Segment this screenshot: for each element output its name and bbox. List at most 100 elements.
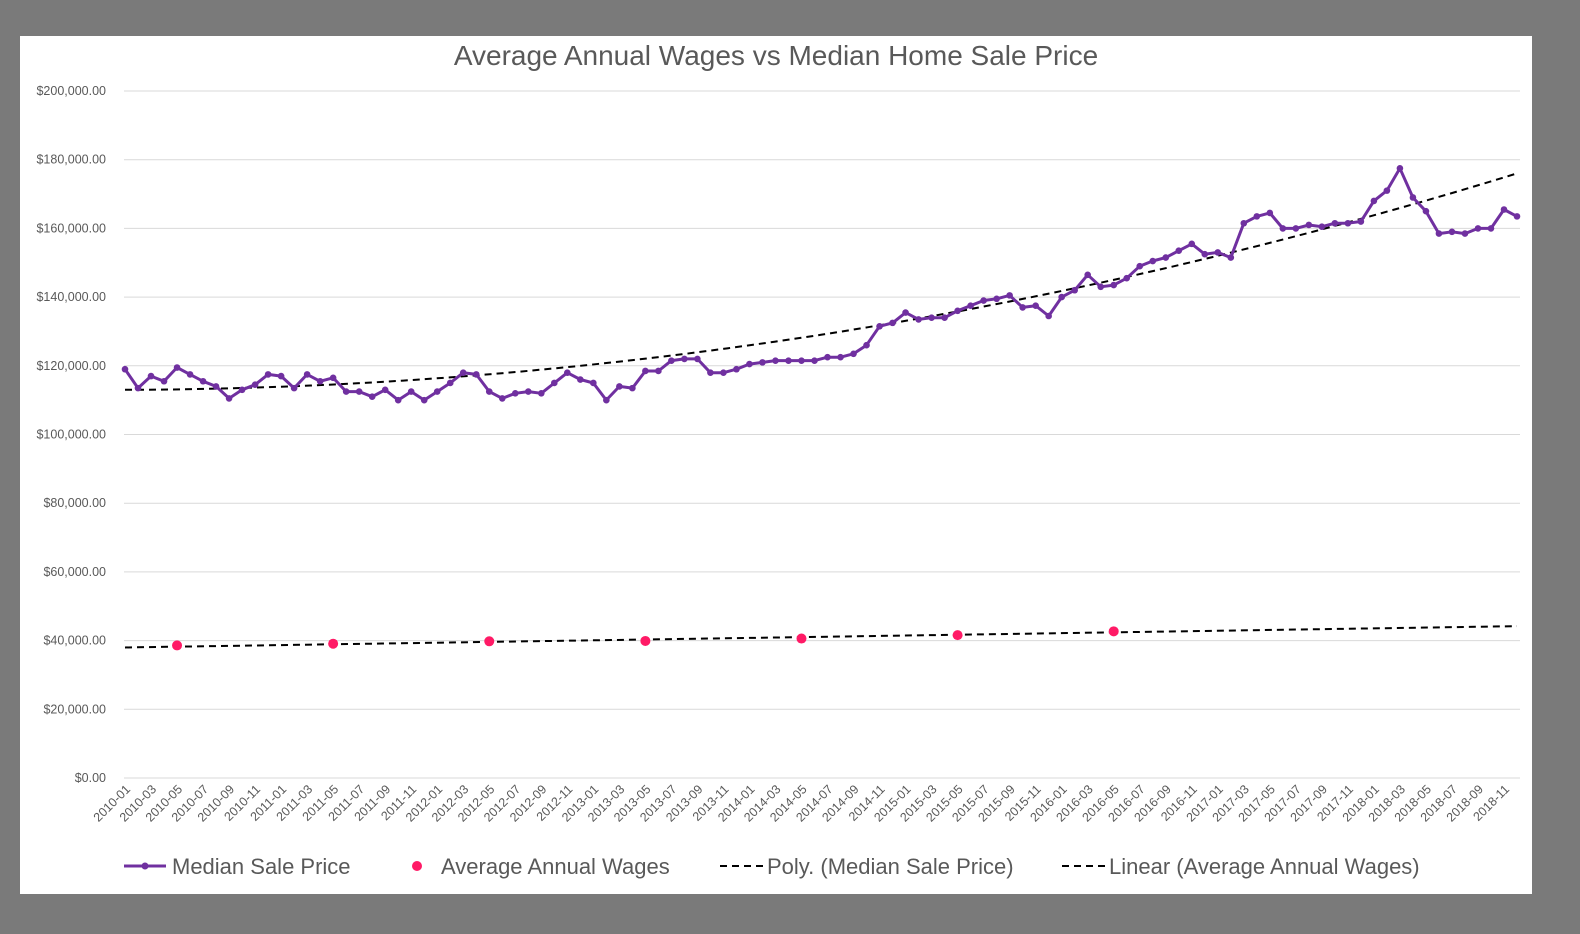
average-annual-wages-point (796, 633, 807, 644)
median-sale-price-point (967, 302, 974, 309)
median-sale-price-point (1162, 254, 1170, 261)
median-sale-price-point (134, 384, 142, 392)
median-sale-price-point (537, 389, 545, 397)
median-sale-price-point (1383, 187, 1391, 194)
median-sale-price-point (564, 369, 571, 376)
median-sale-price-point (355, 388, 363, 395)
median-sale-price-point (1279, 225, 1287, 232)
trendlines (124, 172, 1518, 649)
median-sale-price-point (980, 297, 987, 304)
median-sale-price-point (798, 357, 805, 364)
chart-svg: Average Annual Wages vs Median Home Sale… (36, 40, 1521, 879)
median-sale-price-point (1396, 164, 1404, 172)
median-sale-price-point (707, 369, 714, 376)
y-tick-label: $40,000.00 (43, 634, 106, 648)
median-sale-price-point (160, 377, 168, 385)
median-sale-price-point (1175, 247, 1183, 255)
y-tick-label: $200,000.00 (36, 84, 106, 98)
median-sale-price-point (407, 388, 415, 395)
median-sale-price-point (694, 355, 701, 363)
y-tick-label: $160,000.00 (36, 221, 106, 235)
median-sale-price-point (1214, 249, 1222, 256)
median-sale-price-point (668, 357, 675, 364)
median-sale-price-point (1461, 230, 1469, 237)
median-sale-price-point (551, 379, 558, 387)
median-sale-price-point (1292, 225, 1300, 232)
median-sale-price-point (1422, 207, 1430, 215)
y-tick-label: $20,000.00 (43, 702, 106, 716)
average-annual-wages-point (328, 638, 339, 649)
y-tick-label: $180,000.00 (36, 153, 106, 167)
median-sale-price-point (1227, 254, 1235, 261)
median-sale-price-point (186, 371, 194, 378)
median-sale-price-point (1331, 219, 1339, 227)
chart-title: Average Annual Wages vs Median Home Sale… (454, 40, 1098, 71)
median-sale-price-point (524, 388, 532, 395)
median-sale-price-point (1487, 225, 1495, 232)
median-sale-price-point (225, 395, 233, 402)
median-sale-price-point (876, 322, 883, 330)
median-sale-price-point (681, 355, 688, 363)
median-sale-price-point (590, 379, 597, 387)
y-tick-label: $120,000.00 (36, 359, 106, 373)
median-sale-price-point (759, 359, 766, 366)
median-sale-price-point (642, 367, 649, 375)
series (121, 164, 1521, 651)
median-sale-price-point (1071, 286, 1078, 294)
median-sale-price-point (290, 384, 298, 392)
median-sale-price-point (1032, 302, 1039, 309)
median-sale-price-point (394, 396, 402, 404)
median-sale-price-point (1201, 250, 1209, 258)
average-annual-wages-point (640, 635, 651, 646)
median-sale-price-point (121, 365, 129, 373)
median-sale-price-point (277, 372, 285, 380)
median-sale-price-point (733, 365, 740, 373)
median-sale-price-point (264, 371, 272, 378)
median-sale-price-point (1513, 213, 1521, 220)
median-sale-price-point (342, 388, 350, 395)
median-sale-price-point (655, 367, 662, 375)
median-sale-price-point (941, 314, 948, 322)
y-axis-tick-labels: $0.00 $20,000.00 $40,000.00 $60,000.00 $80,0… (36, 84, 106, 785)
legend-label-linear-trendline: Linear (Average Annual Wages) (1109, 854, 1420, 879)
median-sale-price-point (824, 353, 831, 361)
median-sale-price-point (238, 386, 246, 394)
median-sale-price-point (837, 353, 844, 361)
average-annual-wages-point (172, 640, 183, 651)
median-sale-price-point (472, 371, 480, 378)
median-sale-price-point (1045, 312, 1052, 320)
y-tick-label: $140,000.00 (36, 290, 106, 304)
median-sale-price-point (433, 388, 441, 395)
linear-trendline-average-annual-wages (124, 625, 1518, 649)
y-tick-label: $100,000.00 (36, 428, 106, 442)
median-sale-price-point (1058, 293, 1065, 301)
median-sale-price-point (485, 388, 493, 395)
poly-trendline-median-sale-price (124, 172, 1518, 391)
median-sale-price-point (889, 319, 896, 327)
median-sale-price-point (1019, 304, 1026, 311)
median-sale-price-point (1188, 240, 1196, 248)
median-sale-price-point (173, 364, 181, 371)
median-sale-price-point (603, 396, 610, 404)
legend-median-sale-price-dot-marker (141, 862, 149, 870)
median-sale-price-point (1305, 221, 1313, 229)
median-sale-price-point (1474, 225, 1482, 232)
median-sale-price-point (1110, 281, 1118, 289)
median-sale-price-point (381, 386, 389, 394)
median-sale-price-point (1370, 197, 1378, 205)
median-sale-price-point (1240, 219, 1248, 227)
median-sale-price-point (577, 376, 584, 383)
legend-average-annual-wages-marker (412, 861, 422, 871)
legend-label-average-annual-wages: Average Annual Wages (441, 854, 670, 879)
median-sale-price-point (368, 393, 376, 401)
median-sale-price-point (459, 369, 467, 376)
y-tick-label: $80,000.00 (43, 496, 106, 510)
median-sale-price-point (1149, 257, 1157, 265)
median-sale-price-point (1409, 194, 1417, 201)
median-sale-price-point (1318, 223, 1326, 230)
y-tick-label: $60,000.00 (43, 565, 106, 579)
chart-frame: Average Annual Wages vs Median Home Sale… (20, 36, 1532, 894)
median-sale-price-point (1123, 274, 1131, 282)
average-annual-wages-point (484, 636, 495, 647)
median-sale-price-point (915, 316, 922, 323)
